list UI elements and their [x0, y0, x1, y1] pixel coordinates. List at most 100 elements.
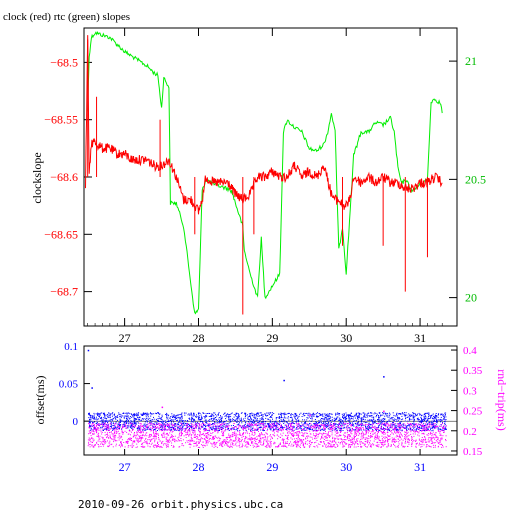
offset-point	[366, 422, 368, 423]
offset-point	[203, 416, 205, 417]
offset-point	[251, 412, 253, 414]
offset-point	[226, 420, 227, 422]
offset-point	[165, 425, 167, 427]
rndtrip-point	[269, 427, 271, 429]
rndtrip-point	[132, 442, 134, 444]
rndtrip-point	[445, 435, 447, 437]
offset-point	[244, 422, 246, 424]
offset-point	[424, 419, 426, 421]
offset-point	[349, 414, 351, 416]
offset-point	[294, 417, 296, 419]
offset-point	[297, 421, 299, 423]
rndtrip-point	[286, 435, 288, 437]
offset-point	[443, 417, 445, 419]
rndtrip-point	[306, 427, 308, 429]
rndtrip-point	[228, 433, 230, 435]
rndtrip-point	[386, 446, 388, 448]
offset-point	[360, 423, 362, 425]
offset-point	[295, 413, 297, 414]
offset-point	[218, 417, 220, 418]
rndtrip-point	[141, 428, 143, 430]
rndtrip-point	[209, 432, 211, 434]
rndtrip-point	[113, 438, 115, 440]
rndtrip-point	[255, 446, 257, 448]
rndtrip-point	[372, 431, 374, 433]
offset-point	[396, 428, 398, 430]
offset-point	[413, 420, 415, 422]
rndtrip-point	[425, 428, 427, 430]
offset-point	[152, 420, 154, 422]
rndtrip-point	[226, 426, 228, 427]
rndtrip-point	[210, 425, 212, 427]
rndtrip-point	[253, 435, 255, 436]
offset-point	[367, 412, 369, 414]
offset-point	[376, 427, 378, 429]
rndtrip-point	[227, 442, 229, 444]
offset-point	[192, 418, 194, 419]
rndtrip-point	[195, 427, 197, 429]
offset-point	[190, 412, 192, 414]
offset-point	[205, 429, 207, 431]
offset-point	[333, 420, 335, 422]
rndtrip-point	[261, 428, 263, 430]
rndtrip-point	[392, 433, 394, 435]
rndtrip-point	[94, 426, 96, 428]
offset-point	[230, 419, 232, 421]
rndtrip-point	[258, 442, 260, 444]
offset-point	[158, 413, 160, 415]
offset-point	[153, 413, 155, 415]
rndtrip-point	[305, 437, 307, 439]
offset-point	[146, 424, 148, 425]
offset-point	[316, 416, 318, 418]
offset-point	[269, 419, 271, 421]
offset-point	[253, 415, 255, 417]
offset-point	[163, 428, 165, 430]
offset-point	[129, 418, 131, 420]
rndtrip-point	[113, 441, 115, 443]
offset-point	[155, 412, 157, 414]
rndtrip-point	[430, 438, 432, 440]
offset-point	[130, 420, 132, 422]
rndtrip-point	[214, 429, 216, 431]
offset-point	[197, 423, 199, 425]
offset-point	[430, 415, 432, 417]
offset-point	[273, 413, 275, 414]
rndtrip-point	[140, 431, 142, 433]
rndtrip-point	[297, 443, 299, 445]
offset-point	[191, 421, 193, 423]
rndtrip-point	[211, 433, 213, 435]
offset-point	[197, 415, 199, 417]
rndtrip-point	[329, 430, 331, 432]
offset-point	[426, 420, 428, 422]
rndtrip-point	[295, 432, 296, 434]
rndtrip-point	[393, 428, 395, 430]
offset-point	[281, 413, 283, 415]
rndtrip-point	[178, 436, 180, 438]
offset-point	[236, 419, 238, 421]
offset-point	[112, 428, 114, 430]
offset-point	[167, 417, 169, 419]
offset-point	[339, 430, 341, 432]
offset-point	[342, 414, 344, 416]
rndtrip-point	[271, 425, 273, 427]
bottom-xtick-label-4: 31	[414, 460, 426, 474]
offset-point	[123, 425, 125, 427]
offset-point	[435, 427, 437, 429]
rndtrip-point	[142, 432, 144, 434]
rndtrip-point	[429, 440, 431, 442]
offset-point	[171, 426, 173, 428]
rndtrip-point	[204, 445, 206, 447]
offset-point	[311, 414, 313, 416]
offset-point	[315, 413, 317, 415]
offset-point	[144, 430, 146, 431]
chart-title: clock (red) rtc (green) slopes	[3, 11, 130, 23]
offset-point	[198, 412, 200, 414]
rndtrip-point	[245, 432, 247, 434]
rndtrip-point	[102, 437, 104, 439]
offset-point	[280, 414, 281, 416]
offset-point	[149, 420, 151, 421]
offset-point	[333, 417, 335, 419]
clock-series	[85, 35, 443, 315]
offset-point	[211, 429, 213, 431]
rndtrip-point	[222, 446, 224, 448]
